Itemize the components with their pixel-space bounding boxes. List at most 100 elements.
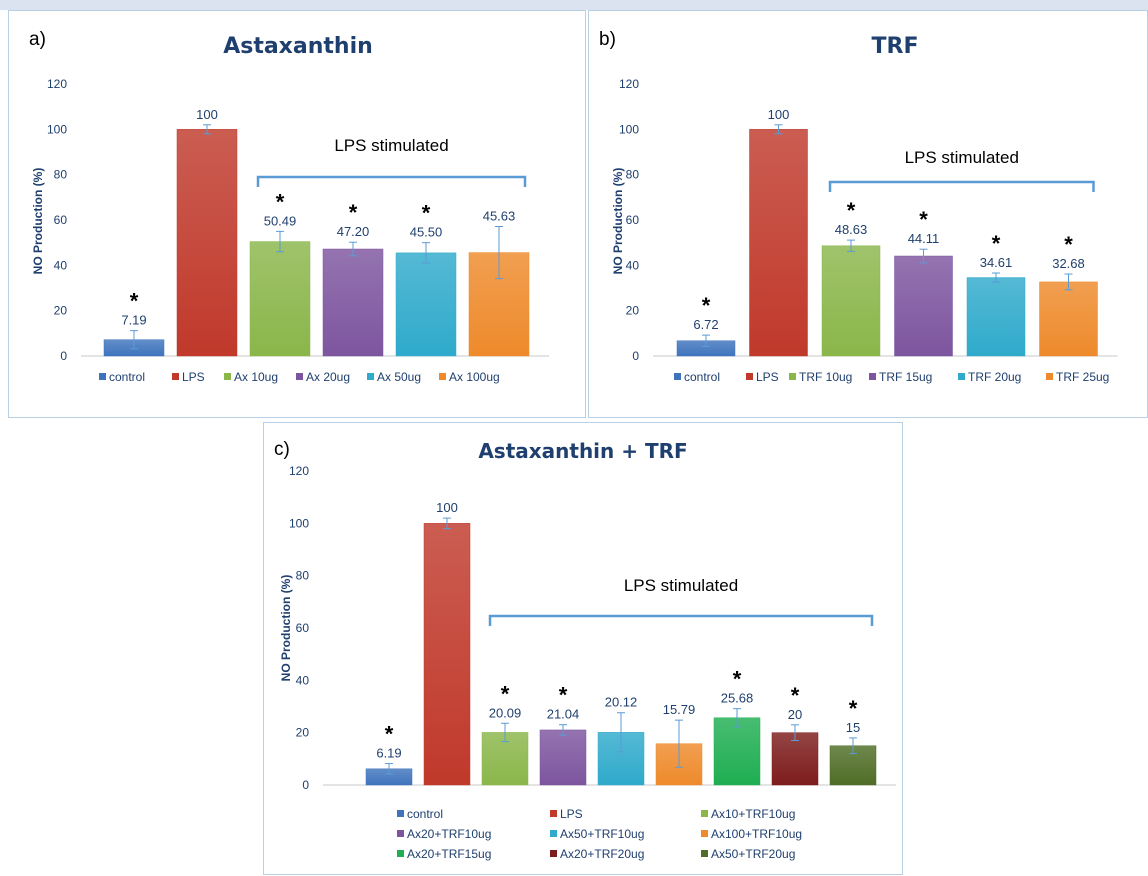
data-label: 20: [788, 707, 802, 722]
data-label: 34.61: [980, 255, 1013, 270]
legend-entry: Ax50+TRF10ug: [560, 827, 644, 841]
y-tick-label: 60: [54, 213, 68, 227]
legend-swatch: [550, 810, 557, 817]
legend-entry: Ax20+TRF15ug: [407, 847, 491, 861]
data-label: 100: [436, 500, 458, 515]
legend-entry: Ax50+TRF20ug: [711, 847, 795, 861]
y-tick-label: 20: [296, 726, 310, 740]
y-tick-label: 0: [302, 778, 309, 792]
legend-swatch: [701, 810, 708, 817]
significance-star: *: [385, 722, 394, 747]
data-label: 100: [196, 107, 218, 122]
legend-entry: control: [109, 370, 145, 384]
data-label: 21.04: [547, 707, 580, 722]
legend-swatch: [172, 373, 179, 380]
bar-ax-50ug: [395, 252, 457, 357]
y-tick-label: 20: [54, 304, 68, 318]
y-tick-label: 120: [47, 77, 67, 91]
bar-trf-20ug: [966, 277, 1026, 357]
y-tick-label: 60: [296, 621, 310, 635]
y-axis-label: NO Production (%): [279, 575, 293, 682]
data-label: 100: [768, 107, 790, 122]
legend-entry: Ax100+TRF10ug: [711, 827, 802, 841]
annotation-lps-stimulated: LPS stimulated: [624, 576, 738, 595]
y-axis-label: NO Production (%): [611, 168, 625, 275]
y-tick-label: 0: [60, 349, 67, 363]
y-tick-label: 0: [632, 349, 639, 363]
y-tick-label: 40: [54, 258, 68, 272]
legend-entry: control: [407, 807, 443, 821]
bar-lps: [423, 523, 471, 786]
chart-trf: b) TRF 0 20 40 60 80 100 120 NO Production (%) 6.7…: [599, 29, 1118, 384]
legend-swatch: [397, 810, 404, 817]
data-label: 50.49: [264, 213, 297, 228]
lps-stimulated-bracket: [256, 175, 527, 187]
data-label: 32.68: [1052, 256, 1085, 271]
data-label: 45.50: [410, 225, 443, 240]
lps-stimulated-bracket: [828, 180, 1095, 192]
data-label: 7.19: [121, 313, 146, 328]
legend-swatch: [224, 373, 231, 380]
legend-entry: Ax 50ug: [377, 370, 421, 384]
significance-star: *: [130, 289, 139, 314]
data-label: 44.11: [908, 231, 940, 246]
legend-entry: TRF 25ug: [1056, 370, 1109, 384]
legend-swatch: [550, 850, 557, 857]
significance-star: *: [733, 667, 742, 692]
chart-astaxanthin-trf: c) Astaxanthin + TRF 0 20 40 60 80 100 120 NO Pro…: [274, 439, 896, 861]
legend-swatch: [1046, 373, 1053, 380]
data-label: 6.19: [376, 746, 401, 761]
legend-entry: LPS: [756, 370, 779, 384]
significance-star: *: [849, 696, 858, 721]
legend-swatch: [789, 373, 796, 380]
legend-entry: Ax 20ug: [306, 370, 350, 384]
y-tick-label: 100: [289, 516, 309, 530]
significance-star: *: [791, 683, 800, 708]
chart-astaxanthin: a) Astaxanthin 0 20 40 60 80 100 120 NO Productio…: [29, 29, 549, 384]
legend-swatch: [397, 830, 404, 837]
legend-entry: control: [684, 370, 720, 384]
chart-panel-trf: b) TRF 0 20 40 60 80 100 120 NO Production (%) 6.7…: [588, 10, 1148, 418]
data-label: 48.63: [835, 222, 868, 237]
legend-swatch: [296, 373, 303, 380]
data-label: 6.72: [693, 317, 718, 332]
significance-star: *: [276, 189, 285, 214]
panel-label: b): [599, 29, 616, 50]
lps-stimulated-bracket: [488, 614, 874, 626]
data-label: 47.20: [337, 224, 370, 239]
y-tick-label: 80: [626, 168, 640, 182]
y-tick-label: 40: [296, 673, 310, 687]
y-tick-label: 20: [626, 304, 640, 318]
legend-entry: LPS: [560, 807, 583, 821]
bar-trf-25ug: [1039, 281, 1098, 357]
chart-title: Astaxanthin: [223, 34, 373, 59]
bar-ax20-trf15ug: [713, 717, 761, 786]
legend-swatch: [674, 373, 681, 380]
y-tick-label: 100: [619, 122, 639, 136]
annotation-lps-stimulated: LPS stimulated: [334, 136, 448, 155]
significance-star: *: [1064, 232, 1073, 257]
chart-title: Astaxanthin + TRF: [478, 439, 687, 463]
bar-ax20-trf10ug: [539, 729, 587, 786]
bar-ax20-trf20ug: [771, 732, 819, 786]
legend-entry: Ax20+TRF10ug: [407, 827, 491, 841]
y-tick-label: 120: [619, 77, 639, 91]
chart-panel-astaxanthin: a) Astaxanthin 0 20 40 60 80 100 120 NO Productio…: [8, 10, 586, 418]
bar-ax-20ug: [322, 248, 384, 357]
data-label: 20.09: [489, 705, 522, 720]
significance-star: *: [422, 201, 431, 226]
bar-lps: [176, 129, 238, 357]
significance-star: *: [349, 200, 358, 225]
y-tick-label: 100: [47, 122, 67, 136]
legend-entry: TRF 10ug: [799, 370, 852, 384]
bar-ax-10ug: [249, 241, 311, 357]
significance-star: *: [992, 231, 1001, 256]
significance-star: *: [847, 198, 856, 223]
data-label: 20.12: [605, 695, 638, 710]
legend-entry: Ax 100ug: [449, 370, 500, 384]
panel-label: a): [29, 29, 46, 50]
significance-star: *: [501, 681, 510, 706]
bar-trf-10ug: [821, 245, 881, 357]
y-tick-label: 60: [626, 213, 640, 227]
y-tick-label: 80: [54, 168, 68, 182]
